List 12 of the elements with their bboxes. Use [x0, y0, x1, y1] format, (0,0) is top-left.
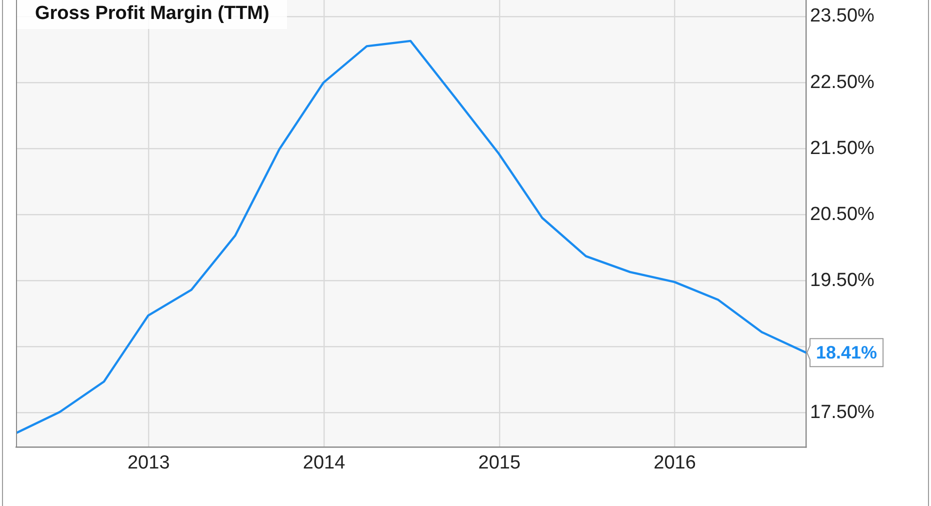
x-tick-label: 2013: [127, 452, 170, 474]
y-tick-label: 23.50%: [810, 6, 875, 27]
chart-title: Gross Profit Margin (TTM): [17, 0, 288, 29]
y-tick-label: 19.50%: [810, 270, 875, 291]
y-tick-label: 22.50%: [810, 72, 875, 93]
data-label: 18.41%: [816, 342, 878, 363]
y-tick-label: 20.50%: [810, 204, 875, 225]
x-tick-label: 2014: [302, 452, 346, 474]
x-tick-label: 2016: [654, 452, 696, 474]
y-tick-label: 21.50%: [810, 138, 875, 159]
y-tick-label: 17.50%: [810, 402, 875, 423]
x-tick-label: 2015: [478, 452, 521, 474]
